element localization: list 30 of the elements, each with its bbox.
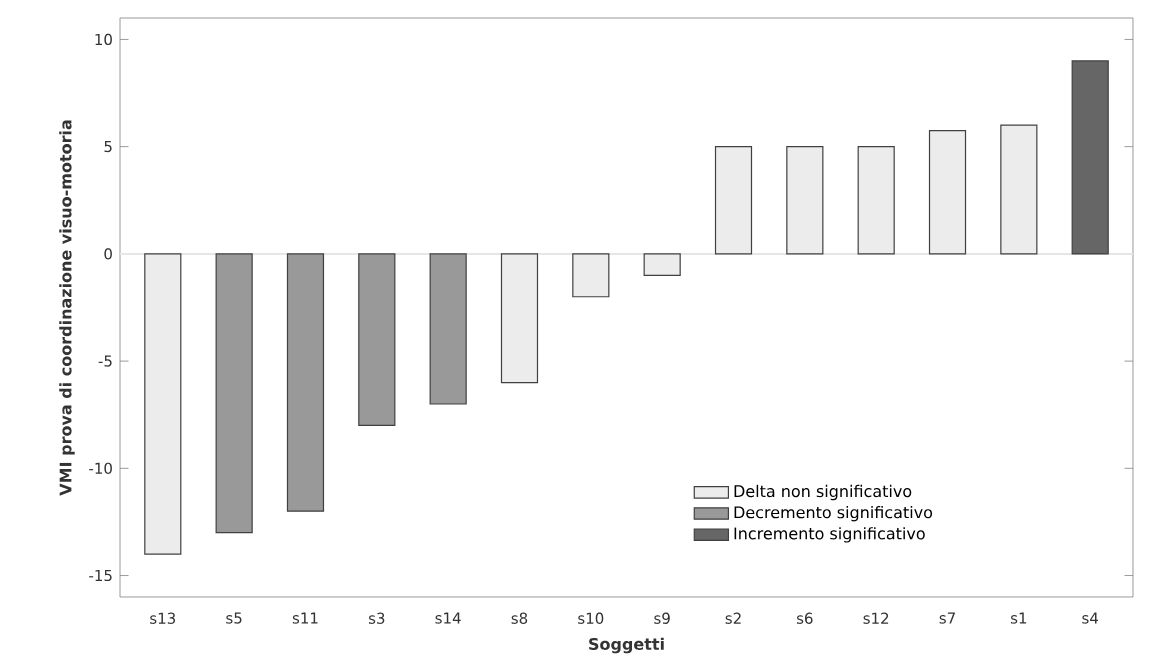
x-tick-label: s3 <box>368 612 385 624</box>
x-tick-label: s4 <box>1082 612 1099 624</box>
bar <box>1071 60 1109 255</box>
x-tick-label: s2 <box>725 612 741 624</box>
x-tick-label: s9 <box>654 612 670 624</box>
legend-label: Delta non significativo <box>734 484 912 501</box>
x-tick-label: s13 <box>150 612 176 624</box>
x-tick-label: s1 <box>1010 612 1027 624</box>
x-tick-label: s10 <box>578 612 604 624</box>
x-tick-label: s6 <box>796 612 813 624</box>
legend-label: Decremento significativo <box>734 505 933 522</box>
x-tick-label: s5 <box>226 612 242 624</box>
bar <box>358 253 396 427</box>
y-tick-label: -5 <box>98 355 112 367</box>
y-tick-label: 0 <box>104 248 112 260</box>
x-axis-title: Soggetti <box>589 637 664 654</box>
y-tick-label: 5 <box>104 141 112 153</box>
y-tick-label: -10 <box>89 462 112 474</box>
bar <box>429 253 467 405</box>
x-tick-label: s11 <box>292 612 318 624</box>
bar <box>215 253 253 534</box>
x-tick-label: s7 <box>939 612 955 624</box>
bar <box>286 253 325 512</box>
x-tick-label: s14 <box>435 612 461 624</box>
legend-label: Incremento significativo <box>734 527 925 543</box>
y-tick-label: -15 <box>89 569 112 582</box>
x-tick-label: s8 <box>511 612 528 624</box>
y-axis-title: VMI prova di coordinazione visuo-motoria <box>59 120 75 496</box>
y-tick-label: 10 <box>95 33 112 46</box>
x-tick-label: s12 <box>863 612 889 624</box>
